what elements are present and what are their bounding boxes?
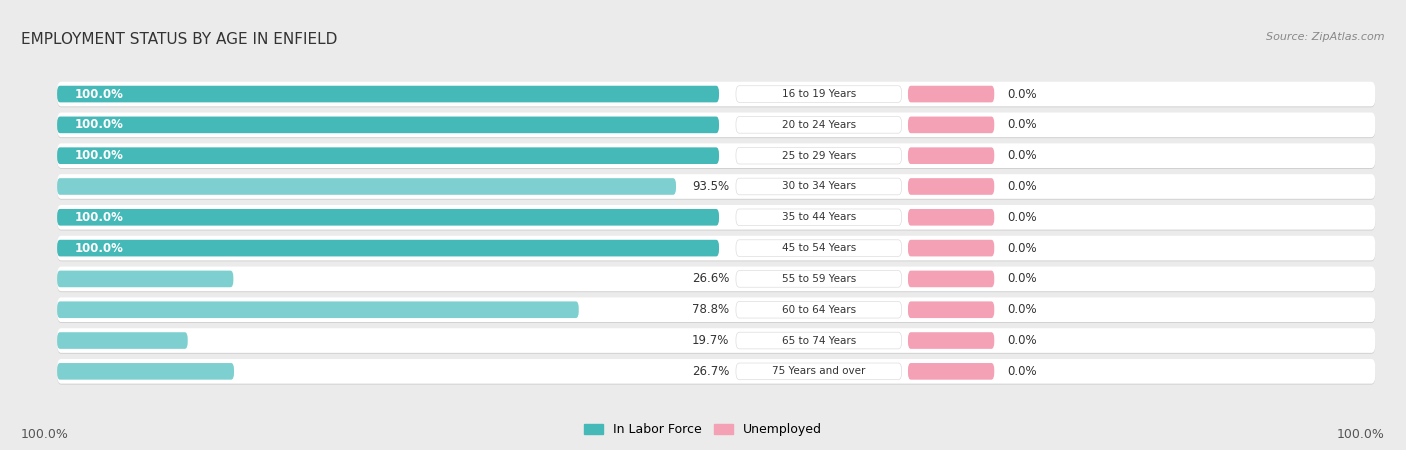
FancyBboxPatch shape (58, 117, 718, 133)
Text: 26.7%: 26.7% (692, 365, 730, 378)
Text: 65 to 74 Years: 65 to 74 Years (782, 336, 856, 346)
FancyBboxPatch shape (58, 328, 1375, 353)
Text: 30 to 34 Years: 30 to 34 Years (782, 181, 856, 192)
FancyBboxPatch shape (58, 236, 1375, 261)
FancyBboxPatch shape (908, 332, 994, 349)
FancyBboxPatch shape (58, 329, 1375, 354)
FancyBboxPatch shape (58, 360, 1375, 385)
FancyBboxPatch shape (58, 205, 1375, 230)
Text: 60 to 64 Years: 60 to 64 Years (782, 305, 856, 315)
FancyBboxPatch shape (58, 86, 718, 102)
Text: 100.0%: 100.0% (21, 428, 69, 441)
Text: 0.0%: 0.0% (1007, 211, 1038, 224)
FancyBboxPatch shape (735, 178, 901, 195)
Text: 0.0%: 0.0% (1007, 334, 1038, 347)
FancyBboxPatch shape (58, 298, 1375, 323)
FancyBboxPatch shape (58, 144, 1375, 169)
Text: 100.0%: 100.0% (75, 88, 124, 100)
FancyBboxPatch shape (58, 270, 233, 287)
FancyBboxPatch shape (58, 297, 1375, 322)
FancyBboxPatch shape (735, 363, 901, 380)
FancyBboxPatch shape (735, 302, 901, 318)
FancyBboxPatch shape (735, 117, 901, 133)
Text: 26.6%: 26.6% (692, 272, 730, 285)
Text: 100.0%: 100.0% (75, 211, 124, 224)
FancyBboxPatch shape (58, 206, 1375, 230)
Text: 93.5%: 93.5% (692, 180, 730, 193)
Legend: In Labor Force, Unemployed: In Labor Force, Unemployed (579, 418, 827, 441)
FancyBboxPatch shape (58, 174, 1375, 199)
FancyBboxPatch shape (58, 240, 718, 256)
FancyBboxPatch shape (58, 363, 233, 380)
FancyBboxPatch shape (735, 332, 901, 349)
FancyBboxPatch shape (908, 117, 994, 133)
FancyBboxPatch shape (58, 83, 1375, 107)
FancyBboxPatch shape (735, 270, 901, 287)
Text: 19.7%: 19.7% (692, 334, 730, 347)
Text: 0.0%: 0.0% (1007, 242, 1038, 255)
Text: 0.0%: 0.0% (1007, 149, 1038, 162)
FancyBboxPatch shape (58, 175, 1375, 200)
FancyBboxPatch shape (58, 332, 188, 349)
Text: 25 to 29 Years: 25 to 29 Years (782, 151, 856, 161)
FancyBboxPatch shape (908, 240, 994, 256)
FancyBboxPatch shape (58, 147, 718, 164)
FancyBboxPatch shape (58, 359, 1375, 384)
FancyBboxPatch shape (58, 237, 1375, 261)
Text: 0.0%: 0.0% (1007, 365, 1038, 378)
FancyBboxPatch shape (735, 209, 901, 225)
Text: 55 to 59 Years: 55 to 59 Years (782, 274, 856, 284)
Text: 0.0%: 0.0% (1007, 303, 1038, 316)
Text: 16 to 19 Years: 16 to 19 Years (782, 89, 856, 99)
FancyBboxPatch shape (908, 86, 994, 102)
Text: 100.0%: 100.0% (75, 149, 124, 162)
FancyBboxPatch shape (908, 270, 994, 287)
FancyBboxPatch shape (908, 209, 994, 225)
FancyBboxPatch shape (58, 302, 579, 318)
FancyBboxPatch shape (735, 147, 901, 164)
Text: 0.0%: 0.0% (1007, 88, 1038, 100)
FancyBboxPatch shape (735, 240, 901, 256)
FancyBboxPatch shape (908, 363, 994, 380)
FancyBboxPatch shape (58, 266, 1375, 291)
Text: 100.0%: 100.0% (75, 118, 124, 131)
Text: 45 to 54 Years: 45 to 54 Years (782, 243, 856, 253)
Text: 75 Years and over: 75 Years and over (772, 366, 866, 376)
Text: EMPLOYMENT STATUS BY AGE IN ENFIELD: EMPLOYMENT STATUS BY AGE IN ENFIELD (21, 32, 337, 46)
Text: 78.8%: 78.8% (692, 303, 730, 316)
Text: Source: ZipAtlas.com: Source: ZipAtlas.com (1267, 32, 1385, 41)
FancyBboxPatch shape (58, 82, 1375, 106)
FancyBboxPatch shape (58, 112, 1375, 137)
FancyBboxPatch shape (908, 302, 994, 318)
Text: 35 to 44 Years: 35 to 44 Years (782, 212, 856, 222)
FancyBboxPatch shape (908, 178, 994, 195)
FancyBboxPatch shape (908, 147, 994, 164)
FancyBboxPatch shape (58, 209, 718, 225)
Text: 0.0%: 0.0% (1007, 118, 1038, 131)
FancyBboxPatch shape (58, 144, 1375, 168)
FancyBboxPatch shape (735, 86, 901, 102)
Text: 0.0%: 0.0% (1007, 180, 1038, 193)
FancyBboxPatch shape (58, 178, 676, 195)
Text: 100.0%: 100.0% (1337, 428, 1385, 441)
FancyBboxPatch shape (58, 267, 1375, 292)
Text: 100.0%: 100.0% (75, 242, 124, 255)
FancyBboxPatch shape (58, 113, 1375, 138)
Text: 0.0%: 0.0% (1007, 272, 1038, 285)
Text: 20 to 24 Years: 20 to 24 Years (782, 120, 856, 130)
